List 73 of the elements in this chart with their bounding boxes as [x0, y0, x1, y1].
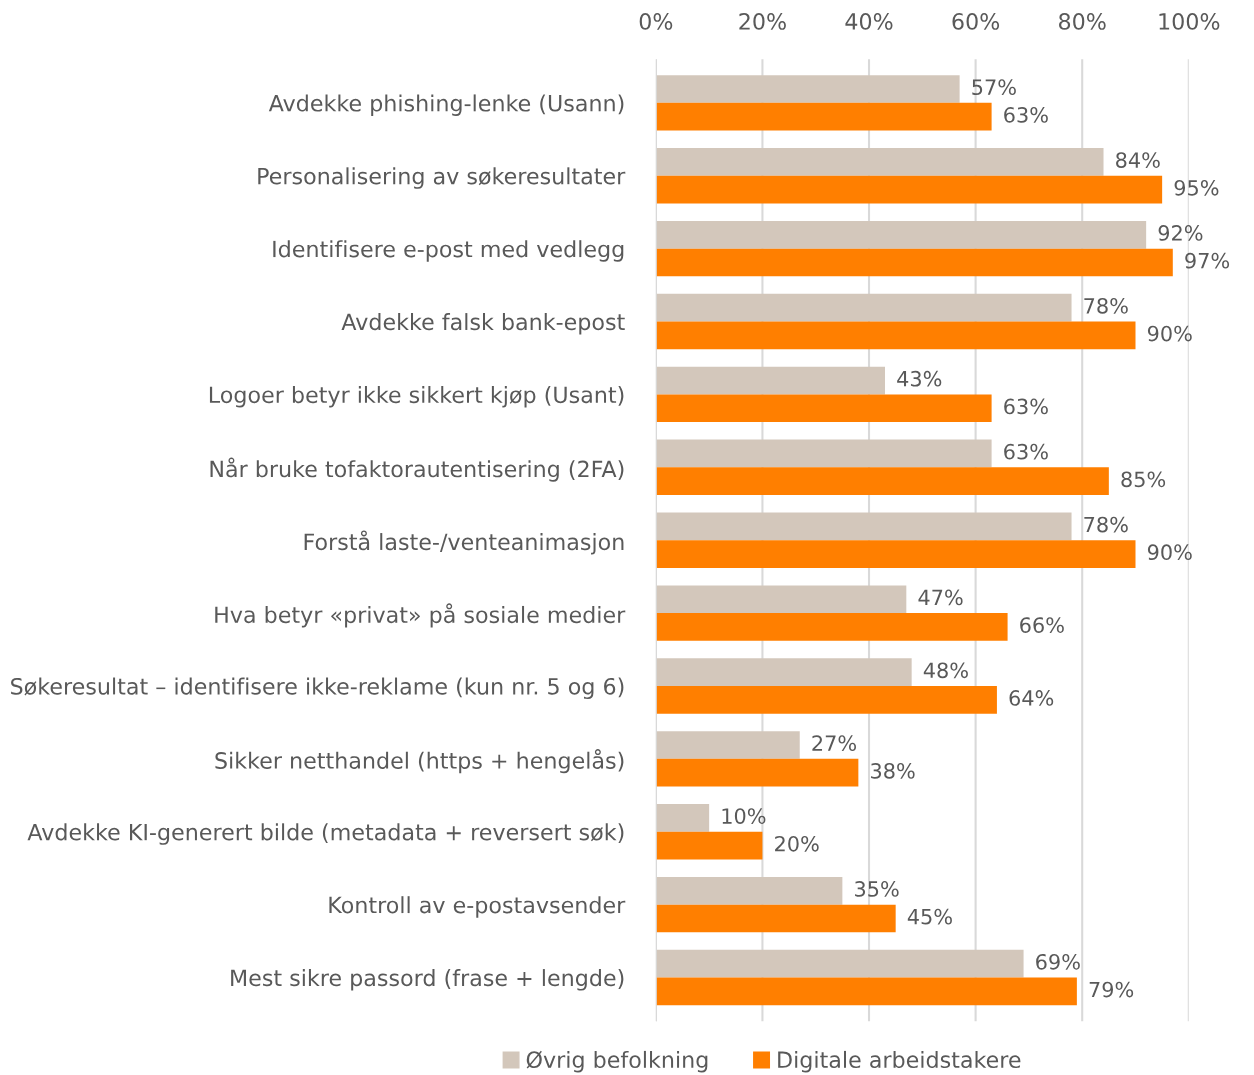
bar — [655, 148, 1104, 176]
data-label: 27% — [812, 735, 857, 752]
bar — [655, 293, 1072, 322]
data-label: 66% — [1020, 617, 1064, 633]
data-label: 45% — [907, 908, 952, 925]
bar — [655, 540, 1136, 568]
bar — [655, 467, 1109, 495]
bar — [655, 831, 763, 860]
bar — [655, 977, 1077, 1006]
bar — [655, 949, 1024, 978]
y-tick-label: Avdekke falsk bank-epost — [341, 313, 625, 335]
bar — [655, 876, 843, 905]
x-tick-label: 60% — [952, 13, 1000, 30]
x-tick-label: 100% — [1159, 13, 1220, 30]
x-tick-label: 80% — [1059, 13, 1106, 30]
data-label: 69% — [1036, 953, 1080, 970]
data-label: 90% — [1147, 325, 1192, 342]
bar — [655, 366, 886, 395]
bar — [655, 904, 896, 933]
bar — [655, 220, 1147, 249]
x-tick-label: 0% — [639, 13, 673, 30]
data-label: 85% — [1121, 471, 1166, 488]
y-tick-label: Avdekke KI-generert bilde (metadata + reversert søk) — [27, 823, 624, 845]
bar — [655, 394, 992, 423]
data-label: 64% — [1009, 690, 1054, 706]
data-label: 78% — [1084, 516, 1128, 533]
data-label: 43% — [897, 370, 942, 387]
y-tick-label: Avdekke phishing-lenke (Usann) — [268, 94, 624, 116]
y-tick-label: Personalisering av søkeresultater — [258, 167, 626, 189]
bar — [655, 685, 997, 714]
data-label: 95% — [1174, 179, 1219, 196]
data-label: 79% — [1089, 981, 1134, 998]
bar — [655, 175, 1163, 204]
bar — [655, 758, 859, 787]
data-label: 63% — [1004, 443, 1048, 460]
bar — [655, 248, 1173, 277]
y-tick-label: Søkeresultat – identifisere ikke-reklame (kun nr. 5 og 6) — [11, 677, 624, 700]
data-label: 57% — [972, 79, 1016, 96]
legend-label: Digitale arbeidstakere — [778, 1050, 1021, 1073]
data-label: 97% — [1185, 252, 1230, 269]
data-label: 90% — [1147, 544, 1192, 561]
data-label: 63% — [1004, 106, 1048, 123]
y-tick-label: Forstå laste-/venteanimasjon — [304, 530, 624, 555]
bar — [655, 585, 907, 614]
bar — [655, 102, 992, 131]
data-label: 84% — [1116, 152, 1160, 168]
data-label: 38% — [871, 762, 915, 779]
y-tick-label: Mest sikre passord (frase + lengde) — [231, 969, 624, 991]
y-tick-label: Hva betyr «privat» på sosiale medier — [215, 603, 626, 628]
data-label: 47% — [918, 589, 963, 606]
bar — [655, 613, 1008, 641]
bar — [655, 75, 960, 103]
data-label: 35% — [855, 881, 899, 897]
data-label: 63% — [1004, 398, 1048, 415]
bar — [655, 804, 710, 832]
data-label: 48% — [923, 662, 968, 679]
bar — [655, 321, 1136, 350]
y-tick-label: Identifisere e-post med vedlegg — [273, 240, 624, 262]
legend-label: Øvrig befolkning — [526, 1050, 708, 1073]
bar — [655, 658, 912, 686]
data-label: 10% — [722, 808, 766, 824]
bar — [655, 731, 800, 759]
x-tick-label: 40% — [845, 13, 893, 30]
y-tick-label: Kontroll av e-postavsender — [329, 896, 626, 918]
bar — [655, 439, 992, 468]
y-tick-label: Logoer betyr ikke sikkert kjøp (Usant) — [209, 385, 624, 408]
bar — [655, 512, 1072, 541]
y-tick-label: Når bruke tofaktorautentisering (2FA) — [210, 457, 624, 482]
x-tick-label: 20% — [739, 13, 786, 30]
data-label: 20% — [775, 835, 819, 852]
y-tick-label: Sikker netthandel (https + hengelås) — [215, 749, 624, 774]
data-label: 92% — [1158, 225, 1203, 241]
data-label: 78% — [1084, 297, 1128, 314]
